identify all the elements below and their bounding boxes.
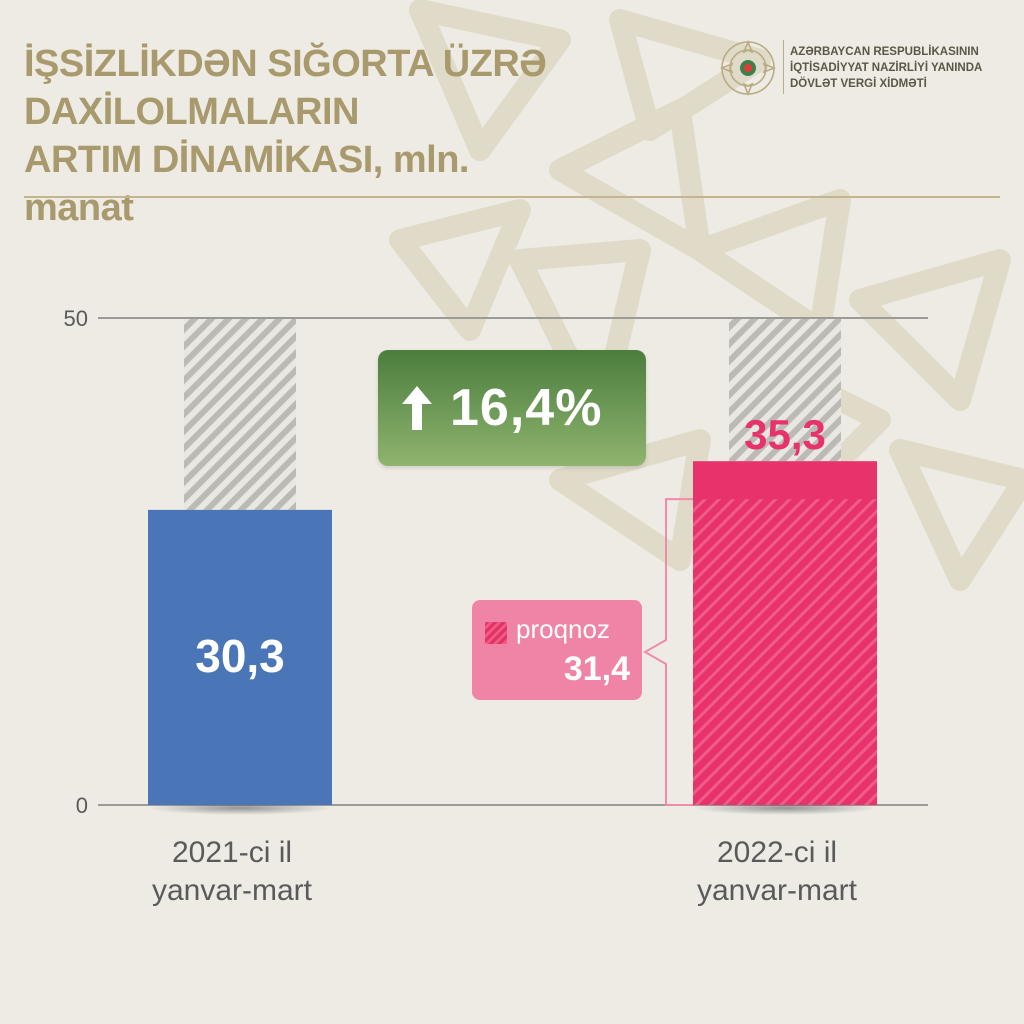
category-label: 2021-ci il [172,836,292,869]
category-label: yanvar-mart [152,874,313,907]
value-label-2022: 35,3 [744,411,826,458]
header-divider [24,196,1000,198]
bar-remainder-1 [184,318,296,510]
forecast-label: proqnoz [516,614,610,644]
bar-1 [148,509,332,805]
title-line-1: İŞSİZLİKDƏN SIĞORTA ÜZRƏ [24,43,547,85]
forecast-segment [693,499,877,805]
arrow-up-icon [402,386,432,430]
bar-remainder-2 [729,318,841,462]
ministry-name: AZƏRBAYCAN RESPUBLİKASININ İQTİSADİYYAT … [790,44,982,92]
growth-badge: 16,4% [378,350,646,466]
ministry-logo-block: AZƏRBAYCAN RESPUBLİKASININ İQTİSADİYYAT … [718,38,1018,98]
ministry-line-1: AZƏRBAYCAN RESPUBLİKASININ [790,46,979,58]
title-line-3: ARTIM DİNAMİKASI, mln. manat [24,139,469,229]
ministry-line-3: DÖVLƏT VERGİ XİDMƏTİ [790,78,927,90]
ministry-divider [783,40,784,94]
forecast-bracket [642,498,693,806]
ministry-emblem-icon [719,39,777,97]
forecast-callout: proqnoz 31,4 [472,600,642,700]
title-line-2: DAXİLOLMALARIN [24,91,359,133]
value-label-2021: 30,3 [195,630,285,682]
y-tick-label: 0 [76,793,88,818]
ministry-line-2: İQTİSADİYYAT NAZİRLİYİ YANINDA [790,62,983,74]
category-label: yanvar-mart [697,874,858,907]
y-tick-label: 50 [64,306,88,331]
forecast-value: 31,4 [563,650,630,688]
growth-value: 16,4% [450,379,603,437]
chart-title: İŞSİZLİKDƏN SIĞORTA ÜZRƏ DAXİLOLMALARIN … [24,40,584,232]
category-label: 2022-ci il [717,836,837,869]
forecast-swatch [485,622,507,644]
